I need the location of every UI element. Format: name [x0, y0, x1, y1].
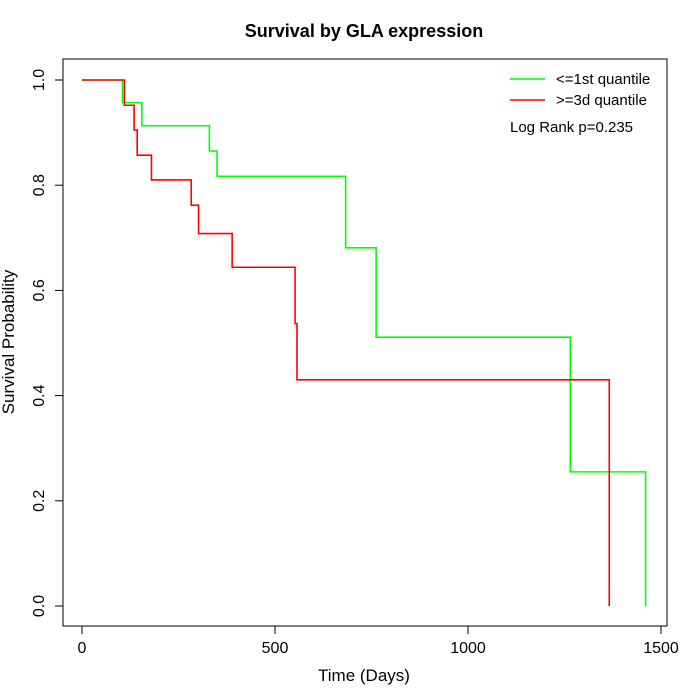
y-tick-label: 0.8	[31, 174, 48, 196]
x-axis-label: Time (Days)	[318, 666, 410, 685]
series-line-1	[82, 79, 647, 606]
y-axis-label: Survival Probability	[0, 269, 18, 414]
x-tick-label: 1500	[643, 640, 679, 657]
legend: <=1st quantile >=3d quantile	[510, 71, 650, 109]
legend-label-2: >=3d quantile	[556, 92, 647, 109]
series-layer	[82, 79, 647, 606]
y-axis: 0.0 0.2 0.4 0.6 0.8 1.0	[31, 69, 64, 617]
x-tick-label: 0	[78, 640, 87, 657]
y-tick-label: 0.6	[31, 279, 48, 301]
y-tick-label: 0.4	[31, 384, 48, 406]
y-tick-label: 0.0	[31, 595, 48, 617]
y-tick-label: 0.2	[31, 490, 48, 512]
chart-title: Survival by GLA expression	[245, 21, 483, 41]
log-rank-annotation: Log Rank p=0.235	[510, 119, 633, 136]
legend-label-1: <=1st quantile	[556, 71, 650, 88]
x-axis: 0 500 1000 1500	[78, 625, 679, 657]
y-tick-label: 1.0	[31, 69, 48, 91]
x-tick-label: 500	[262, 640, 289, 657]
x-tick-label: 1000	[450, 640, 486, 657]
plot-frame	[62, 58, 668, 627]
series-line-2	[82, 79, 611, 606]
